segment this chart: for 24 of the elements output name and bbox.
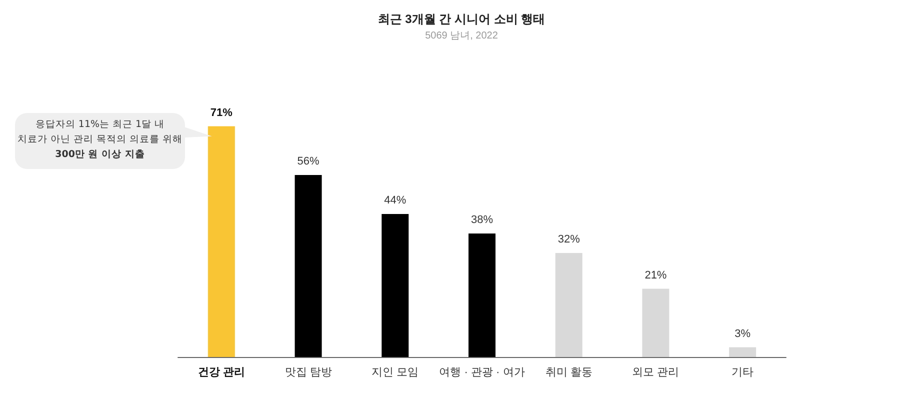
x-tick-label: 외모 관리 bbox=[632, 366, 680, 378]
data-label: 21% bbox=[644, 269, 667, 282]
x-tick-label: 건강 관리 bbox=[198, 366, 245, 378]
chart-title: 최근 3개월 간 시니어 소비 행태 bbox=[378, 12, 546, 26]
bar bbox=[208, 126, 235, 357]
bar bbox=[729, 347, 756, 357]
annotation: 응답자의 11%는 최근 1달 내 치료가 아닌 관리 목적의 의료를 위해 300만 원 이상 지출 bbox=[16, 118, 184, 162]
data-label: 38% bbox=[470, 214, 494, 226]
x-tick-label: 여행 · 관광 · 여가 bbox=[439, 366, 525, 378]
bar bbox=[468, 234, 496, 357]
x-tick-label: 기타 bbox=[732, 366, 754, 378]
bar bbox=[294, 175, 322, 357]
data-label: 44% bbox=[384, 194, 406, 206]
data-label: 3% bbox=[734, 328, 751, 340]
chart-subtitle: 5069 남녀, 2022 bbox=[425, 30, 498, 42]
data-label: 32% bbox=[558, 234, 580, 246]
x-tick-label: 취미 활동 bbox=[545, 366, 592, 378]
bar bbox=[382, 214, 409, 357]
bar bbox=[642, 288, 670, 357]
data-label: 56% bbox=[297, 156, 320, 168]
x-tick-label: 맛집 탐방 bbox=[284, 366, 332, 378]
data-label: 71% bbox=[210, 106, 233, 119]
bar bbox=[555, 253, 582, 357]
x-tick-label: 지인 모임 bbox=[372, 366, 419, 378]
